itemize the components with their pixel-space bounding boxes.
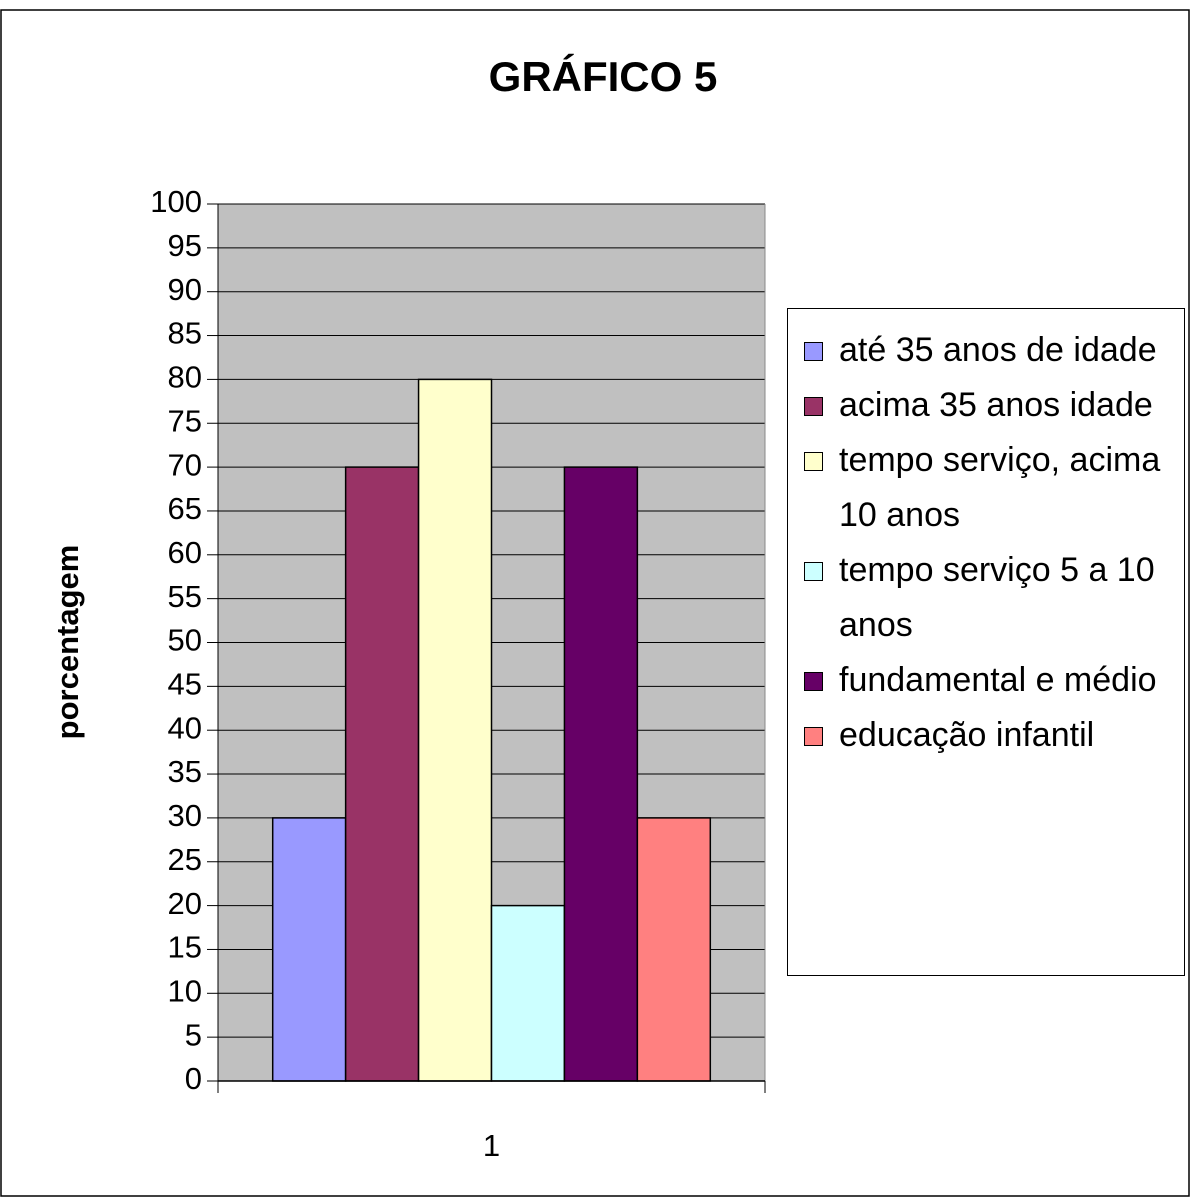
legend-entry: educação infantil [802,708,1184,763]
y-tick-label: 45 [168,667,202,702]
y-tick-label: 55 [168,579,202,614]
legend-label: tempo serviço 5 a 10 anos [839,551,1155,644]
y-tick-label: 15 [168,930,202,965]
y-tick-label: 90 [168,272,202,307]
legend-label: educação infantil [839,716,1095,754]
legend-entry: tempo serviço 5 a 10 anos [802,543,1184,653]
y-tick-label: 95 [168,228,202,263]
bar [344,466,420,1082]
legend-label: acima 35 anos idade [839,386,1153,424]
legend-swatch [804,727,823,746]
y-tick-label: 85 [168,316,202,351]
y-tick-label: 25 [168,842,202,877]
legend-label: fundamental e médio [839,661,1157,699]
y-tick-label: 30 [168,798,202,833]
y-axis-label: porcentagem [50,545,85,740]
bar [417,378,493,1082]
y-tick-label: 75 [168,403,202,438]
bar [490,904,566,1082]
legend-entry: até 35 anos de idade [802,323,1184,378]
legend-label: tempo serviço, acima 10 anos [839,441,1161,534]
x-tick-label: 1 [483,1128,500,1163]
legend-swatch [804,672,823,691]
bar [271,817,347,1082]
legend-swatch [804,342,823,361]
y-tick-label: 50 [168,623,202,658]
legend-entry: acima 35 anos idade [802,378,1184,433]
bar [636,817,712,1082]
y-tick-label: 5 [185,1017,202,1052]
y-tick-label: 20 [168,886,202,921]
y-tick-label: 65 [168,491,202,526]
y-tick-label: 80 [168,360,202,395]
legend-entry: fundamental e médio [802,653,1184,708]
y-tick-label: 100 [150,184,202,219]
legend-label: até 35 anos de idade [839,331,1157,369]
legend-swatch [804,397,823,416]
y-tick-label: 10 [168,973,202,1008]
y-tick-label: 40 [168,710,202,745]
y-tick-label: 70 [168,447,202,482]
bar [563,466,639,1082]
y-tick-label: 60 [168,535,202,570]
legend-entry: tempo serviço, acima 10 anos [802,433,1184,543]
legend-swatch [804,562,823,581]
y-tick-label: 35 [168,754,202,789]
legend-swatch [804,452,823,471]
y-tick-label: 0 [185,1061,202,1096]
chart-title: GRÁFICO 5 [489,53,718,100]
legend: até 35 anos de idade acima 35 anos idade t… [787,308,1185,976]
